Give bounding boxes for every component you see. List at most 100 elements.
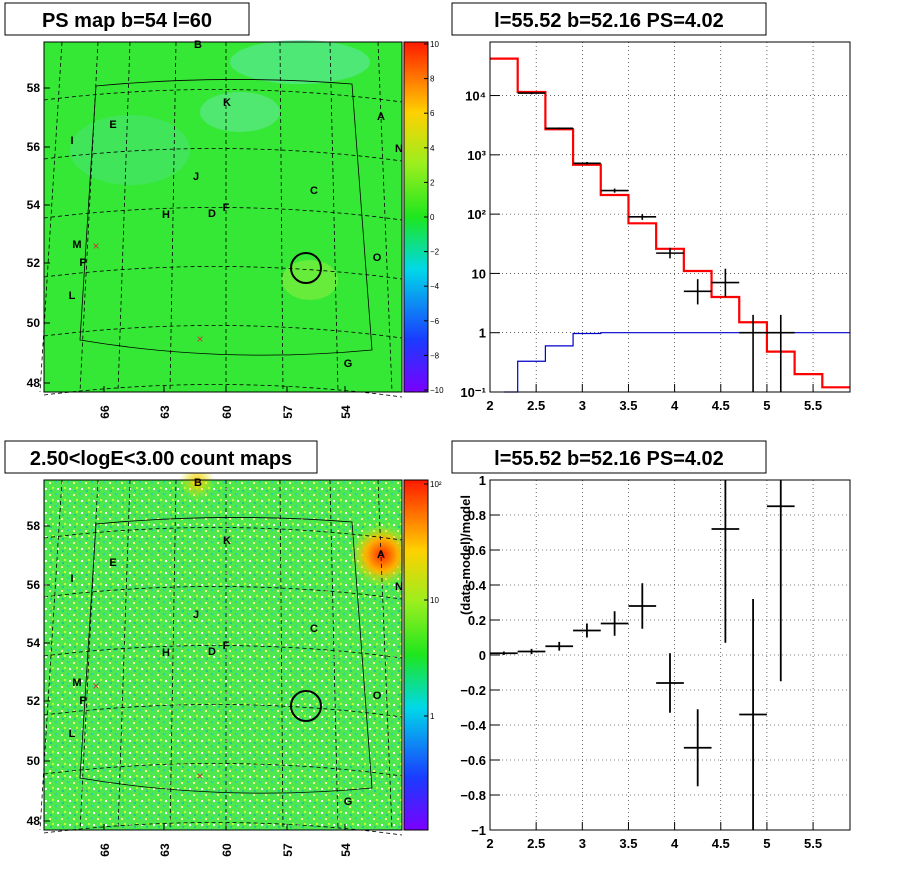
source-label: J	[193, 171, 199, 183]
ps-map-title: PS map b=54 l=60	[42, 10, 212, 32]
count-map-source-labels: B K A E I N J C H D F M O P L G	[69, 477, 403, 808]
y-tick-label: 0.4	[468, 578, 487, 593]
x-tick-label: 3	[579, 836, 586, 851]
longitude-line	[169, 479, 177, 831]
y-tick-label: 50	[27, 754, 41, 768]
source-label: G	[344, 796, 353, 808]
source-label: N	[395, 581, 403, 593]
y-tick-label: 52	[27, 256, 41, 270]
longitude-line	[117, 479, 131, 831]
x-tick-label: 3.5	[619, 398, 637, 413]
count-colorbar-frame	[403, 479, 429, 831]
source-label: P	[79, 257, 86, 269]
longitude-line	[329, 479, 339, 831]
y-tick-label: 10⁻¹	[460, 385, 486, 400]
spectrum-frame	[489, 41, 851, 393]
cross-marker: ×	[196, 769, 203, 783]
y-tick-label: 0.6	[468, 543, 486, 558]
title-box-bl: 2.50<logE<3.00 count maps	[4, 440, 318, 474]
source-label: M	[72, 239, 81, 251]
colorbar-tick-label: −6	[430, 317, 440, 326]
source-label: K	[223, 97, 231, 109]
source-label: O	[373, 252, 382, 264]
count-colorbar	[404, 480, 428, 830]
source-label: A	[377, 549, 385, 561]
target-circle	[290, 690, 322, 722]
cross-marker: ×	[196, 332, 203, 346]
y-tick-label: −0.8	[460, 788, 486, 803]
spectrum-marks	[490, 57, 850, 393]
x-tick-label: 4.5	[712, 398, 730, 413]
source-label: L	[69, 290, 76, 302]
x-tick-label: 5	[763, 836, 770, 851]
colorbar-tick-label: −10	[430, 386, 444, 395]
y-tick-label: 48	[27, 814, 41, 828]
residual-axes: 2 2.5 3 3.5 4 4.5 5 5.5 1 0.8 0.6 0.4 0.2 0 −0.2 −0.4 −0…	[460, 473, 822, 851]
y-tick-label: 48	[27, 376, 41, 390]
residual-panel: 2 2.5 3 3.5 4 4.5 5 5.5 1 0.8 0.6 0.4 0.2 0 −0.2 −0.4 −0…	[458, 473, 851, 851]
source-label: D	[208, 208, 216, 220]
count-map-title: 2.50<logE<3.00 count maps	[30, 448, 292, 470]
ps-map-frame	[43, 41, 403, 393]
x-tick-label: 66	[98, 843, 112, 857]
x-tick-label: 4.5	[712, 836, 730, 851]
ps-map-cyan-patch	[70, 115, 190, 185]
y-tick-label: 10⁴	[465, 89, 486, 104]
target-circle	[290, 252, 322, 284]
x-tick-label: 63	[158, 405, 172, 419]
source-label: E	[109, 119, 116, 131]
y-tick-label: 10³	[467, 148, 486, 163]
x-tick-label: 2.5	[527, 398, 545, 413]
x-tick-label: 2	[486, 398, 493, 413]
ps-map-source-labels: B K A E I N J C H D F M O P L G	[69, 39, 403, 370]
colorbar-tick-label: 0	[430, 213, 435, 222]
longitude-line	[169, 41, 177, 393]
y-tick-label: 0.8	[468, 508, 486, 523]
spectrum-title: l=55.52 b=52.16 PS=4.02	[494, 10, 724, 32]
longitude-line	[279, 479, 284, 831]
colorbar-tick-label: 10	[430, 596, 439, 605]
source-a-hotspot	[350, 523, 414, 587]
source-label: I	[70, 573, 73, 585]
source-label: L	[69, 728, 76, 740]
x-tick-label: 4	[671, 836, 679, 851]
colorbar-tick-label: 2	[430, 178, 435, 187]
colorbar-tick-label: 8	[430, 75, 435, 84]
x-tick-label: 54	[339, 843, 353, 857]
longitude-line	[39, 41, 63, 393]
colorbar-tick-label: 6	[430, 109, 435, 118]
ps-map-cyan-patch	[230, 40, 370, 84]
y-tick-label: 0	[479, 648, 486, 663]
roi-outline	[79, 517, 373, 794]
latitude-line	[43, 704, 403, 718]
y-tick-label: 58	[27, 519, 41, 533]
source-label: K	[223, 535, 231, 547]
colorbar-tick-label: 1	[430, 712, 435, 721]
y-tick-label: −0.2	[460, 683, 486, 698]
source-label: B	[194, 39, 202, 51]
source-label: C	[310, 185, 318, 197]
title-box-br: l=55.52 b=52.16 PS=4.02	[451, 440, 767, 474]
x-tick-label: 54	[339, 405, 353, 419]
source-label: F	[223, 640, 230, 652]
x-tick-label: 66	[98, 405, 112, 419]
x-tick-label: 4	[671, 398, 679, 413]
y-tick-label: 1	[479, 473, 486, 488]
longitude-line	[377, 41, 393, 393]
source-label: E	[109, 557, 116, 569]
x-tick-label: 2	[486, 836, 493, 851]
colorbar-tick-label: −4	[430, 282, 440, 291]
source-label: J	[193, 609, 199, 621]
y-tick-label: 54	[27, 636, 41, 650]
longitude-line	[39, 479, 63, 831]
x-tick-label: 5.5	[804, 398, 822, 413]
source-label: H	[162, 209, 170, 221]
spectrum-axes: 2 2.5 3 3.5 4 4.5 5 5.5 10⁻¹ 1 10 10² 10³ 10⁴	[460, 89, 822, 413]
x-tick-label: 60	[220, 843, 234, 857]
y-tick-label: 10²	[467, 207, 486, 222]
roi-outline	[79, 79, 373, 356]
count-map-area	[44, 480, 402, 830]
ps-colorbar-ticks: 10 8 6 4 2 0 −2 −4 −6 −8 −10	[424, 40, 444, 395]
